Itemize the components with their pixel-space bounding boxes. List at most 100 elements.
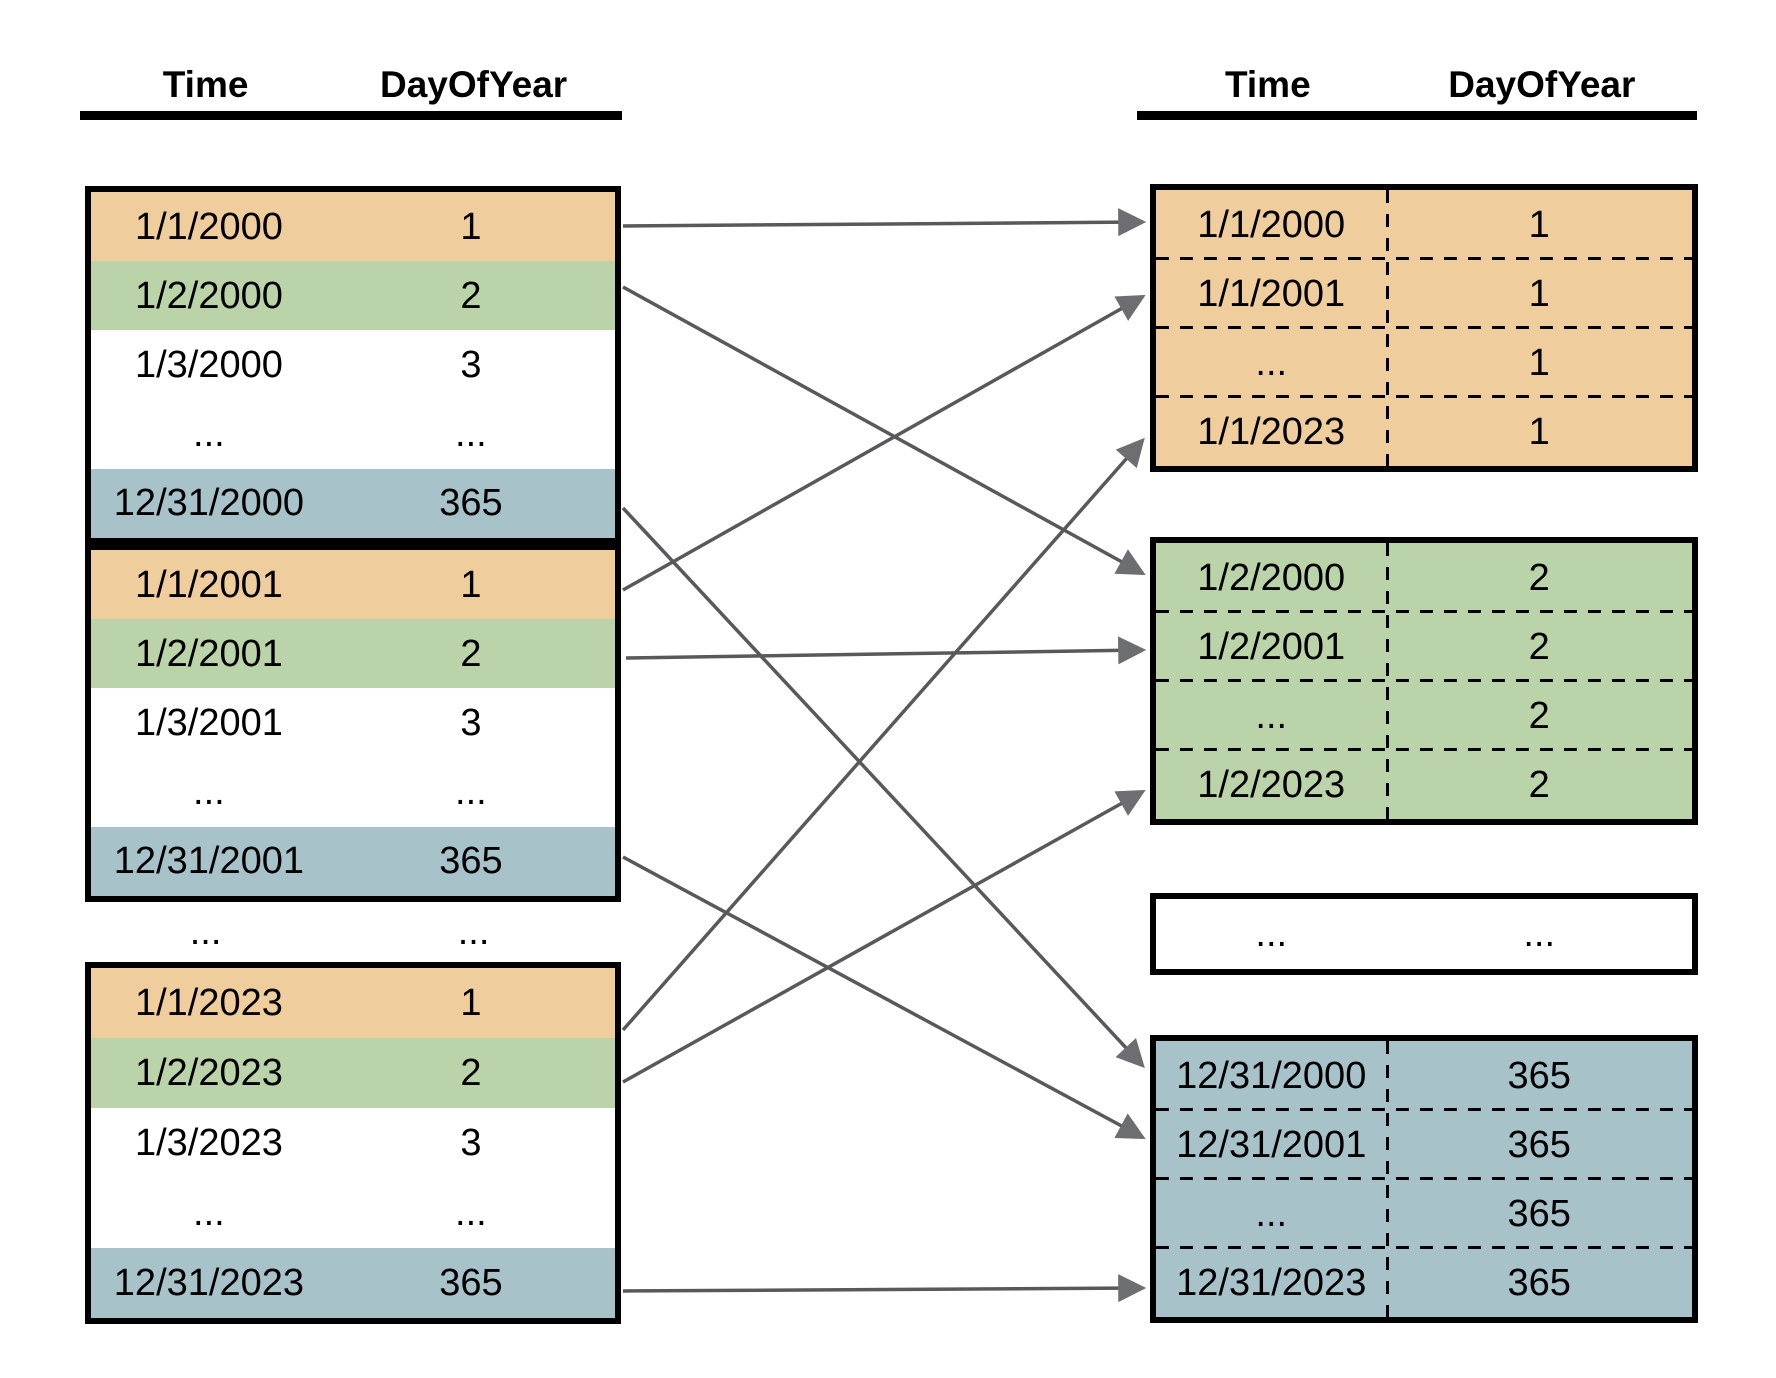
dayofyear-cell: 365 (1507, 1054, 1571, 1097)
dayofyear-cell: 1 (460, 205, 482, 248)
dayofyear-cell: 2 (460, 1052, 482, 1094)
table-row: 1/1/2001 1 (1156, 257, 1692, 328)
table-row: 1/1/2001 1 (91, 550, 615, 620)
time-cell: 12/31/2023 (1176, 1261, 1367, 1304)
dayofyear-cell: ... (455, 771, 487, 814)
dayofyear-cell: ... (1523, 913, 1556, 955)
right-header-dayofyear: DayOfYear (1448, 64, 1636, 105)
left-block-year-2023: 1/1/2023 1 1/2/2023 2 1/3/2023 3 ... ...… (85, 962, 621, 1324)
left-ellipsis-row: ... ... (85, 902, 621, 962)
dayofyear-cell: 2 (1528, 625, 1550, 668)
table-row: 1/2/2000 2 (91, 261, 615, 331)
time-cell: 1/2/2001 (134, 632, 283, 675)
right-group-day-2: 1/2/2000 2 1/2/2001 2 ... 2 1/2/2023 2 (1150, 537, 1698, 825)
dayofyear-cell: 365 (439, 1262, 503, 1304)
time-cell: 1/1/2023 (134, 982, 283, 1024)
dayofyear-cell: ... (455, 413, 487, 456)
arrow-1-1-2023-to-day1-group (621, 437, 1145, 1032)
time-cell: 1/1/2000 (134, 205, 283, 248)
table-row: 1/2/2000 2 (1156, 543, 1692, 612)
dayofyear-cell: ... (455, 1192, 487, 1234)
table-row-ellipsis: ... 2 (1156, 679, 1692, 750)
left-header-dayofyear: DayOfYear (380, 64, 568, 105)
dayofyear-cell: 1 (1528, 272, 1550, 315)
time-cell: 12/31/2001 (113, 840, 304, 883)
dayofyear-cell: 1 (1528, 341, 1550, 384)
dayofyear-cell: 3 (460, 344, 482, 386)
table-row: 1/3/2000 3 (91, 330, 615, 400)
table-row: 12/31/2023 365 (91, 1248, 615, 1318)
dayofyear-cell: 365 (1507, 1192, 1571, 1235)
table-row: 12/31/2000 365 (91, 468, 615, 539)
time-cell: ... (1255, 1192, 1288, 1235)
table-row-ellipsis: ... ... (91, 757, 615, 827)
dayofyear-cell: 2 (1528, 694, 1550, 737)
right-group-ellipsis: ... ... (1150, 893, 1698, 975)
time-cell: ... (1255, 913, 1288, 955)
right-table-header: Time DayOfYear (1150, 48, 1698, 106)
time-cell: 1/3/2000 (134, 344, 283, 386)
table-row: 1/2/2001 2 (91, 619, 615, 689)
dayofyear-cell: 2 (460, 274, 482, 317)
dayofyear-cell: 1 (1528, 410, 1550, 453)
dayofyear-cell: 1 (460, 563, 482, 606)
table-row: 12/31/2000 365 (1156, 1041, 1692, 1110)
table-row: 1/2/2023 2 (1156, 748, 1692, 819)
table-row: 1/1/2023 1 (1156, 395, 1692, 466)
arrow-1-2-2023-to-day2-group (622, 789, 1146, 1084)
table-row: 1/1/2000 1 (1156, 190, 1692, 259)
time-cell: 12/31/2000 (1176, 1054, 1367, 1097)
table-row: 1/1/2000 1 (91, 192, 615, 262)
right-group-day-1: 1/1/2000 1 1/1/2001 1 ... 1 1/1/2023 1 (1150, 184, 1698, 472)
time-cell: 1/1/2001 (1197, 272, 1346, 315)
dayofyear-cell: ... (457, 911, 490, 953)
table-row: 12/31/2001 365 (1156, 1108, 1692, 1179)
table-row: 1/2/2023 2 (91, 1038, 615, 1108)
table-row-ellipsis: ... 1 (1156, 326, 1692, 397)
left-block-year-2000: 1/1/2000 1 1/2/2000 2 1/3/2000 3 ... ...… (85, 186, 621, 544)
table-row: 1/3/2023 3 (91, 1108, 615, 1178)
dayofyear-cell: 3 (460, 702, 482, 744)
left-block-year-2001: 1/1/2001 1 1/2/2001 2 1/3/2001 3 ... ...… (85, 544, 621, 902)
right-header-underline (1137, 111, 1697, 120)
time-cell: 1/1/2000 (1197, 203, 1346, 246)
time-cell: 1/1/2001 (134, 563, 283, 606)
right-header-time: Time (1224, 64, 1311, 105)
dayofyear-cell: 1 (1528, 203, 1550, 246)
table-row: 12/31/2023 365 (1156, 1246, 1692, 1317)
time-cell: 1/2/2000 (1197, 556, 1346, 599)
time-cell: ... (189, 911, 222, 953)
time-cell: 1/2/2001 (1197, 625, 1346, 668)
time-cell: ... (193, 771, 225, 814)
time-cell: 1/2/2000 (134, 274, 283, 317)
left-header-underline (80, 111, 622, 120)
time-cell: ... (1255, 341, 1288, 384)
table-row: 1/1/2023 1 (91, 968, 615, 1038)
dayofyear-cell: 365 (439, 840, 503, 883)
table-row: 12/31/2001 365 (91, 826, 615, 897)
left-header-time: Time (162, 64, 249, 105)
table-row-ellipsis: ... 365 (1156, 1177, 1692, 1248)
time-cell: 12/31/2000 (113, 482, 304, 525)
left-table-header: Time DayOfYear (85, 48, 621, 106)
time-cell: ... (1255, 694, 1288, 737)
dayofyear-cell: 2 (460, 632, 482, 675)
time-cell: 1/2/2023 (1197, 763, 1346, 806)
dayofyear-cell: 365 (1507, 1123, 1571, 1166)
table-row: 1/3/2001 3 (91, 688, 615, 758)
dayofyear-cell: 2 (1528, 763, 1550, 806)
arrow-12-31-2000-to-day365-group (621, 506, 1145, 1069)
arrow-1-2-2000-to-day2-group (622, 285, 1146, 576)
arrow-1-1-2001-to-day1-group (622, 294, 1146, 592)
time-cell: ... (193, 413, 225, 456)
right-group-day-365: 12/31/2000 365 12/31/2001 365 ... 365 12… (1150, 1035, 1698, 1323)
table-row: 1/2/2001 2 (1156, 610, 1692, 681)
arrow-1-2-2001-to-day2-group (625, 636, 1147, 665)
time-cell: 1/3/2001 (134, 702, 283, 744)
table-row-ellipsis: ... ... (91, 399, 615, 469)
table-row-ellipsis: ... ... (91, 1178, 615, 1248)
dayofyear-cell: 3 (460, 1122, 482, 1164)
dayofyear-cell: 365 (1507, 1261, 1571, 1304)
table-row-ellipsis: ... ... (1156, 899, 1692, 969)
